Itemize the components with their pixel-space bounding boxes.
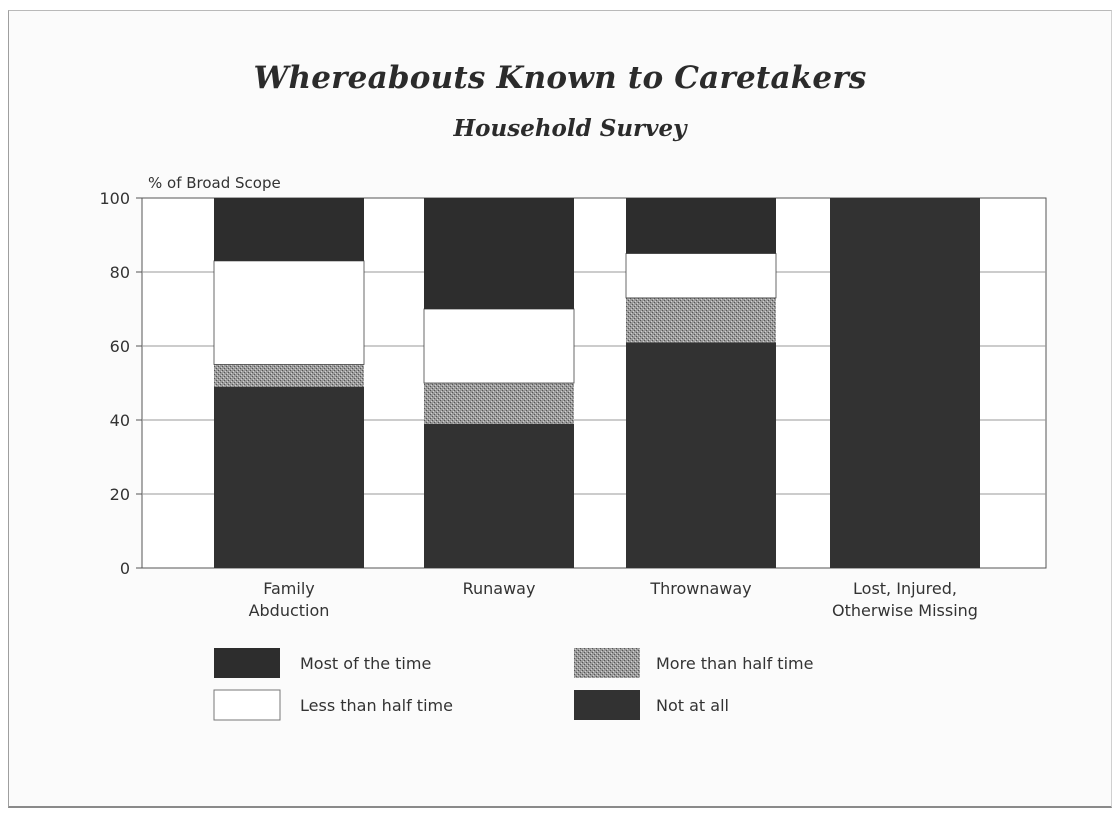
legend-swatch [214, 648, 280, 678]
chart-subtitle: Household Survey [453, 115, 687, 142]
bars-layer [213, 198, 980, 568]
bar-segment [423, 308, 575, 384]
y-tick-label: 0 [120, 559, 130, 578]
bar-segment [214, 198, 364, 261]
legend-label: Most of the time [300, 654, 431, 673]
x-tick-label: Abduction [249, 601, 330, 620]
bar-segment [626, 342, 776, 568]
bar-segment [626, 198, 776, 254]
bar-segment [424, 423, 574, 568]
bar-segment [424, 383, 574, 424]
y-axis-label: % of Broad Scope [148, 174, 281, 192]
axis-layer: 100 80 60 40 20 0 Family Abduction Runaway Thrown… [99, 189, 977, 620]
y-tick-label: 100 [99, 189, 130, 208]
legend: Most of the time More than half time Less … [213, 648, 813, 721]
x-tick-label: Thrownaway [649, 579, 751, 598]
legend-swatch [574, 648, 640, 678]
bar-segment [214, 364, 364, 387]
y-tick-label: 20 [110, 485, 130, 504]
legend-label: More than half time [656, 654, 813, 673]
legend-swatch [574, 690, 640, 720]
x-tick-label: Runaway [463, 579, 536, 598]
legend-label: Less than half time [300, 696, 453, 715]
bar-segment [625, 253, 777, 299]
x-tick-label: Otherwise Missing [832, 601, 978, 620]
legend-swatch [213, 689, 281, 721]
y-tick-label: 40 [110, 411, 130, 430]
bar-segment [424, 198, 574, 309]
x-tick-label: Lost, Injured, [853, 579, 957, 598]
legend-label: Not at all [656, 696, 729, 715]
bar-segment [626, 297, 776, 343]
bar-segment [214, 386, 364, 568]
y-tick-label: 60 [110, 337, 130, 356]
chart-title: Whereabouts Known to Caretakers [253, 60, 867, 96]
bar-segment [830, 198, 980, 568]
x-tick-label: Family [263, 579, 314, 598]
bar-segment [213, 260, 365, 365]
y-tick-label: 80 [110, 263, 130, 282]
